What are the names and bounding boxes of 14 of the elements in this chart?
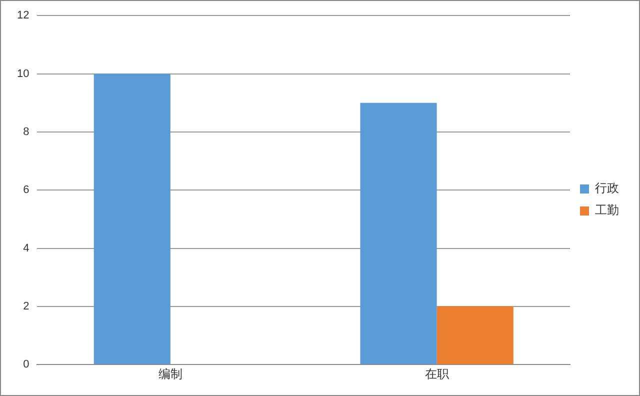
legend-label: 行政 (595, 181, 619, 196)
y-tick-label: 12 (16, 10, 30, 22)
bar (436, 306, 514, 364)
y-tick-label: 4 (23, 242, 30, 254)
x-tick-label: 编制 (158, 366, 182, 381)
x-tick-label: 在职 (424, 366, 449, 381)
y-tick-label: 6 (23, 184, 30, 196)
y-tick-label: 8 (23, 126, 30, 138)
y-tick-label: 0 (23, 358, 30, 371)
bar (94, 74, 170, 364)
y-tick-label: 2 (23, 300, 30, 312)
bar (360, 102, 437, 364)
y-tick-label: 10 (16, 68, 30, 80)
legend-label: 工勤 (595, 203, 619, 218)
